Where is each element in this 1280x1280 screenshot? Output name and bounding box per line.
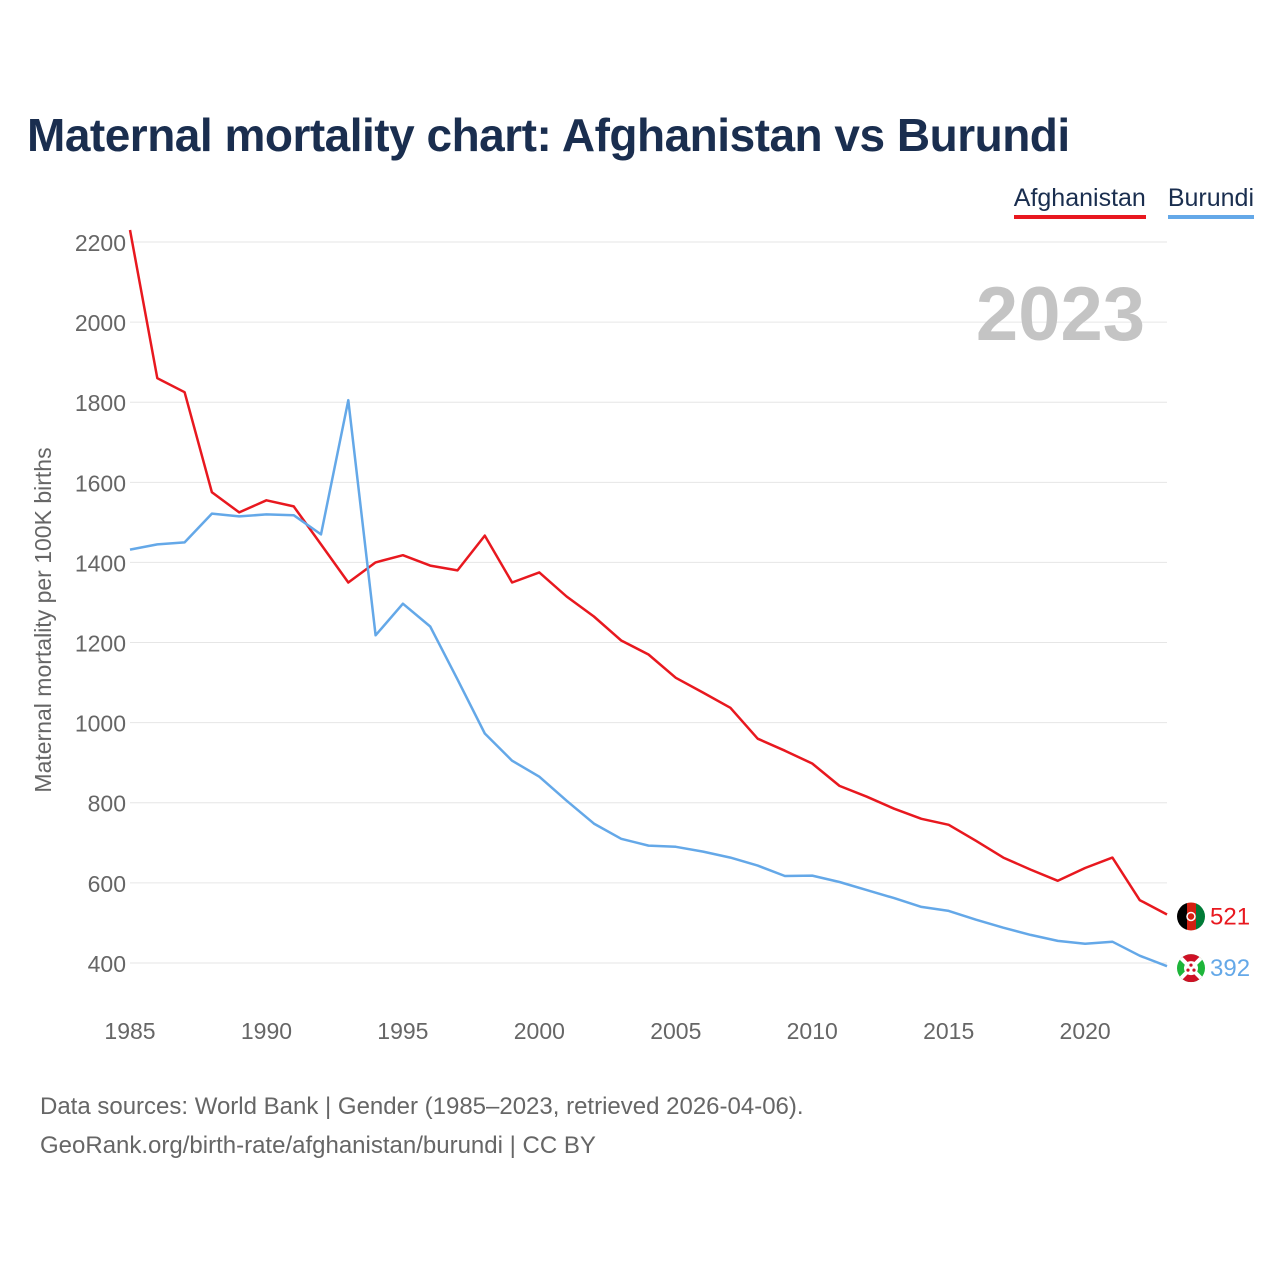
end-labels: 521 392 <box>1177 902 1250 983</box>
x-tick-label: 2020 <box>1060 1018 1111 1044</box>
x-tick-label: 2000 <box>514 1018 565 1044</box>
x-tick-label: 1990 <box>241 1018 292 1044</box>
x-tick-label: 1995 <box>377 1018 428 1044</box>
x-axis: 1985 1990 1995 2000 2005 2010 2015 2020 <box>104 1018 1110 1044</box>
footer: Data sources: World Bank | Gender (1985–… <box>40 1087 804 1165</box>
x-tick-label: 2010 <box>787 1018 838 1044</box>
series-line-afghanistan[interactable] <box>128 229 1168 916</box>
y-tick-label: 400 <box>88 951 126 977</box>
y-tick-label: 1000 <box>75 711 126 737</box>
page-title: Maternal mortality chart: Afghanistan vs… <box>27 109 1070 161</box>
y-axis: 400 600 800 1000 1200 1400 1600 1800 2000 2200 <box>75 230 126 977</box>
grid-lines <box>130 241 1167 964</box>
y-tick-label: 2000 <box>75 310 126 336</box>
y-tick-label: 1400 <box>75 550 126 576</box>
legend-item-burundi[interactable]: Burundi <box>1167 184 1254 219</box>
end-value-label: 521 <box>1210 903 1250 930</box>
x-tick-label: 2015 <box>923 1018 974 1044</box>
y-axis-label: Maternal mortality per 100K births <box>30 447 56 792</box>
burundi-flag-icon <box>1177 954 1205 983</box>
y-tick-label: 800 <box>88 791 126 817</box>
y-tick-label: 2200 <box>75 230 126 256</box>
y-tick-label: 1800 <box>75 390 126 416</box>
year-watermark: 2023 <box>976 272 1145 357</box>
series-line-burundi[interactable] <box>129 398 1168 968</box>
x-tick-label: 2005 <box>650 1018 701 1044</box>
series <box>128 229 1168 968</box>
y-tick-label: 1600 <box>75 470 126 496</box>
x-tick-label: 1985 <box>104 1018 155 1044</box>
attribution-link[interactable]: GeoRank.org/birth-rate/afghanistan/burun… <box>40 1132 596 1159</box>
y-tick-label: 1200 <box>75 631 126 657</box>
data-source-text: Data sources: World Bank | Gender (1985–… <box>40 1093 804 1120</box>
y-tick-label: 600 <box>88 871 126 897</box>
end-value-label: 392 <box>1210 955 1250 982</box>
afghanistan-flag-icon <box>1177 902 1205 931</box>
legend: Afghanistan Burundi <box>1013 184 1254 219</box>
legend-item-afghanistan[interactable]: Afghanistan <box>1013 184 1146 219</box>
